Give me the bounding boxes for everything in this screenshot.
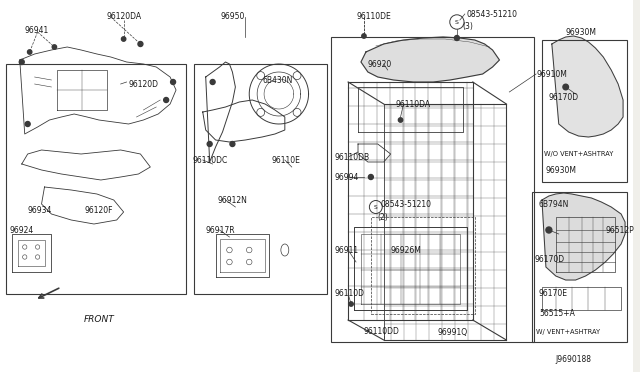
Circle shape bbox=[25, 122, 30, 126]
Circle shape bbox=[28, 50, 32, 54]
Bar bbox=[194, 64, 327, 294]
Text: S: S bbox=[455, 19, 459, 25]
Text: W/ VENT+ASHTRAY: W/ VENT+ASHTRAY bbox=[536, 329, 600, 335]
Text: 96170D: 96170D bbox=[534, 256, 564, 264]
Circle shape bbox=[454, 35, 460, 41]
Text: 96120DA: 96120DA bbox=[106, 12, 141, 20]
Circle shape bbox=[164, 97, 168, 103]
Text: 96926M: 96926M bbox=[390, 246, 422, 254]
Text: 96110D: 96110D bbox=[334, 289, 364, 298]
Text: FRONT: FRONT bbox=[84, 315, 115, 324]
Text: 96170D: 96170D bbox=[549, 93, 579, 102]
Text: 96110E: 96110E bbox=[272, 155, 301, 164]
Circle shape bbox=[230, 141, 235, 147]
Circle shape bbox=[207, 141, 212, 147]
Text: 96110DB: 96110DB bbox=[334, 153, 369, 161]
Circle shape bbox=[546, 227, 552, 233]
Text: 96994: 96994 bbox=[334, 173, 358, 182]
Text: 6B430N: 6B430N bbox=[262, 76, 292, 84]
Text: 56515+A: 56515+A bbox=[539, 310, 575, 318]
Text: 96170E: 96170E bbox=[539, 289, 568, 298]
Text: 96941: 96941 bbox=[25, 26, 49, 35]
Circle shape bbox=[349, 302, 353, 306]
Text: 96110DD: 96110DD bbox=[364, 327, 400, 337]
Text: 96930M: 96930M bbox=[546, 166, 577, 174]
Polygon shape bbox=[361, 37, 499, 82]
Text: 96950: 96950 bbox=[220, 12, 244, 20]
Bar bbox=[542, 40, 627, 182]
Text: W/O VENT+ASHTRAY: W/O VENT+ASHTRAY bbox=[544, 151, 613, 157]
Bar bbox=[6, 64, 186, 294]
Text: 96110DC: 96110DC bbox=[193, 155, 228, 164]
Circle shape bbox=[369, 174, 373, 180]
Text: 08543-51210: 08543-51210 bbox=[467, 10, 518, 19]
Text: 96917R: 96917R bbox=[205, 225, 236, 234]
Text: (2): (2) bbox=[378, 212, 388, 221]
Text: J9690188: J9690188 bbox=[556, 356, 592, 365]
Text: 96934: 96934 bbox=[28, 205, 52, 215]
Text: 96924: 96924 bbox=[10, 225, 34, 234]
Text: 96911: 96911 bbox=[334, 246, 358, 254]
Circle shape bbox=[398, 118, 403, 122]
Polygon shape bbox=[542, 193, 625, 280]
Text: 96912N: 96912N bbox=[218, 196, 248, 205]
Circle shape bbox=[19, 60, 24, 64]
Text: 96512P: 96512P bbox=[605, 225, 634, 234]
Circle shape bbox=[52, 45, 56, 49]
Circle shape bbox=[171, 80, 175, 84]
Text: 96120F: 96120F bbox=[84, 205, 113, 215]
Polygon shape bbox=[552, 36, 623, 137]
Text: (3): (3) bbox=[463, 22, 474, 31]
Bar bbox=[532, 192, 627, 342]
Circle shape bbox=[362, 34, 366, 38]
Text: 96110DE: 96110DE bbox=[356, 12, 391, 20]
Text: S: S bbox=[374, 205, 378, 209]
Text: 96930M: 96930M bbox=[566, 28, 596, 36]
Text: 6B794N: 6B794N bbox=[539, 199, 570, 208]
Circle shape bbox=[138, 42, 143, 46]
Text: 96120D: 96120D bbox=[129, 80, 159, 89]
Text: 08543-51210: 08543-51210 bbox=[381, 199, 432, 208]
Bar bbox=[332, 37, 534, 342]
Text: 96110DA: 96110DA bbox=[396, 99, 431, 109]
Circle shape bbox=[210, 80, 215, 84]
Text: 96910M: 96910M bbox=[536, 70, 567, 78]
Text: 96920: 96920 bbox=[368, 60, 392, 68]
Circle shape bbox=[563, 84, 568, 90]
Text: 96991Q: 96991Q bbox=[437, 327, 467, 337]
Circle shape bbox=[122, 37, 126, 41]
